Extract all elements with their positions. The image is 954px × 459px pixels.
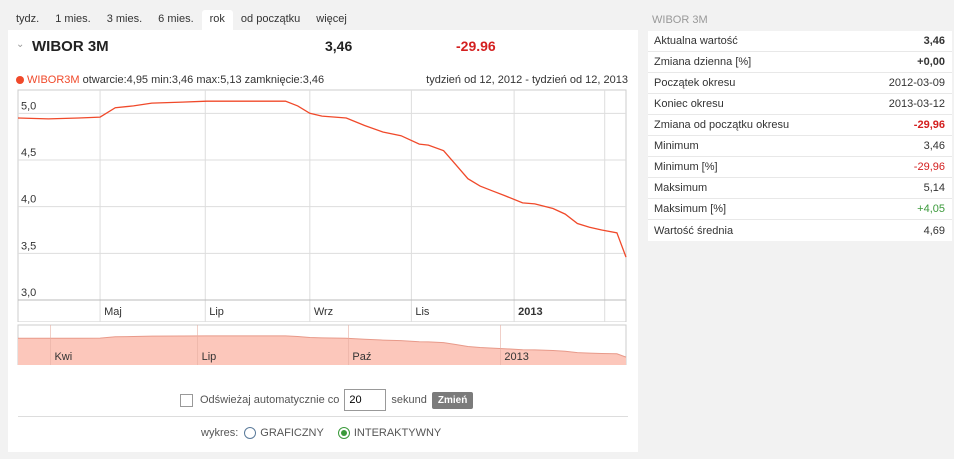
x-tick-label: 2013 (518, 306, 542, 318)
navigator-line (17, 335, 627, 358)
x-tick-label: Wrz (314, 306, 333, 318)
navigator-label: 2013 (504, 351, 528, 363)
divider (18, 416, 628, 417)
navigator-label: Paź (352, 351, 371, 363)
instrument-value: 3,46 (325, 38, 353, 54)
y-tick-label: 4,5 (21, 147, 36, 159)
tab-more[interactable]: więcej (316, 13, 347, 25)
stat-label: Aktualna wartość (654, 35, 738, 47)
stat-label: Koniec okresu (654, 98, 724, 110)
y-tick-label: 3,0 (21, 287, 36, 299)
radio-interactive[interactable] (337, 427, 350, 439)
chart-mode-label: wykres: (201, 427, 239, 439)
chart-panel: ⌄ WIBOR 3M 3,46 -29.96 WIBOR3M otwarcie:… (8, 30, 638, 452)
line-chart[interactable]: 5,0 4,5 4,0 3,5 3,0 Maj Lip Wrz Lis 2013 (8, 82, 638, 322)
stat-value: +0,00 (917, 56, 945, 68)
stat-value: 3,46 (923, 35, 945, 47)
stat-row: Minimum 3,46 (648, 136, 952, 157)
stat-row: Początek okresu 2012-03-09 (648, 73, 952, 94)
chart-info: WIBOR3M otwarcie:4,95 min:3,46 max:5,13 … (16, 74, 628, 88)
series-name: WIBOR3M (27, 74, 80, 86)
y-tick-label: 5,0 (21, 100, 36, 112)
auto-refresh-checkbox[interactable] (180, 393, 193, 407)
radio-graphic-label[interactable]: GRAFICZNY (260, 427, 324, 439)
stats-table: Aktualna wartość 3,46 Zmiana dzienna [%] +… (648, 31, 952, 241)
title-row: ⌄ WIBOR 3M 3,46 -29.96 (8, 30, 638, 64)
navigator-label: Lip (202, 351, 217, 363)
y-tick-label: 4,0 (21, 194, 36, 206)
instrument-change: -29.96 (456, 38, 496, 54)
stat-label: Wartość średnia (654, 224, 734, 237)
tab-from-start[interactable]: od początku (240, 13, 301, 25)
stat-row: Wartość średnia 4,69 (648, 220, 952, 241)
stat-row: Zmiana od początku okresu -29,96 (648, 115, 952, 136)
stat-row: Koniec okresu 2013-03-12 (648, 94, 952, 115)
stat-label: Zmiana dzienna [%] (654, 56, 752, 68)
auto-refresh: Odświeżaj automatycznie co sekund Zmień (180, 389, 474, 411)
stat-label: Zmiana od początku okresu (654, 119, 790, 131)
stat-label: Minimum (654, 140, 699, 152)
tab-week[interactable]: tydz. (16, 13, 40, 25)
stat-value: -29,96 (913, 161, 945, 173)
side-title: WIBOR 3M (652, 14, 708, 26)
tab-year[interactable]: rok (201, 10, 233, 30)
stat-row: Maksimum [%] +4,05 (648, 199, 952, 220)
series-dot-icon (16, 76, 24, 84)
tab-3-months[interactable]: 3 mies. (106, 13, 143, 25)
stat-value: 4,69 (923, 224, 945, 237)
stat-value: 5,14 (923, 182, 945, 194)
x-tick-label: Maj (104, 306, 122, 318)
stat-label: Maksimum [%] (654, 203, 727, 215)
y-tick-label: 3,5 (21, 240, 36, 252)
navigator-chart[interactable]: Kwi Lip Paź 2013 (8, 323, 638, 365)
radio-graphic[interactable] (244, 427, 257, 439)
stat-row: Zmiana dzienna [%] +0,00 (648, 52, 952, 73)
stat-value: 2012-03-09 (888, 77, 945, 89)
plot-frame (17, 89, 627, 322)
stat-row: Aktualna wartość 3,46 (648, 31, 952, 52)
date-range: tydzień od 12, 2012 - tydzień od 12, 201… (426, 74, 628, 86)
stat-value: 3,46 (923, 140, 945, 152)
tab-6-months[interactable]: 6 mies. (158, 13, 194, 25)
stat-row: Minimum [%] -29,96 (648, 157, 952, 178)
radio-interactive-label[interactable]: INTERAKTYWNY (353, 427, 442, 439)
x-tick-label: Lis (415, 306, 430, 318)
refresh-unit: sekund (391, 394, 427, 406)
x-tick-label: Lip (209, 306, 224, 318)
stat-value: 2013-03-12 (888, 98, 945, 110)
stat-value: -29,96 (913, 119, 945, 131)
chart-mode: wykres: GRAFICZNY INTERAKTYWNY (201, 427, 441, 439)
stat-value: +4,05 (917, 203, 945, 215)
navigator-label: Kwi (54, 351, 72, 363)
instrument-title: WIBOR 3M (32, 38, 109, 55)
change-button[interactable]: Zmień (431, 391, 474, 409)
stat-label: Maksimum (654, 182, 708, 194)
chevron-down-icon[interactable]: ⌄ (16, 39, 25, 50)
series-stats: otwarcie:4,95 min:3,46 max:5,13 zamknięc… (82, 74, 325, 86)
series-line (17, 100, 627, 258)
stat-label: Początek okresu (654, 77, 736, 89)
stat-row: Maksimum 5,14 (648, 178, 952, 199)
stat-label: Minimum [%] (654, 161, 718, 173)
auto-refresh-label: Odświeżaj automatycznie co (200, 394, 340, 406)
navigator-area (18, 335, 626, 365)
period-tabs: tydz. 1 mies. 3 mies. 6 mies. rok od poc… (8, 10, 355, 30)
refresh-interval-input[interactable] (344, 389, 387, 411)
tab-1-month[interactable]: 1 mies. (55, 13, 91, 25)
